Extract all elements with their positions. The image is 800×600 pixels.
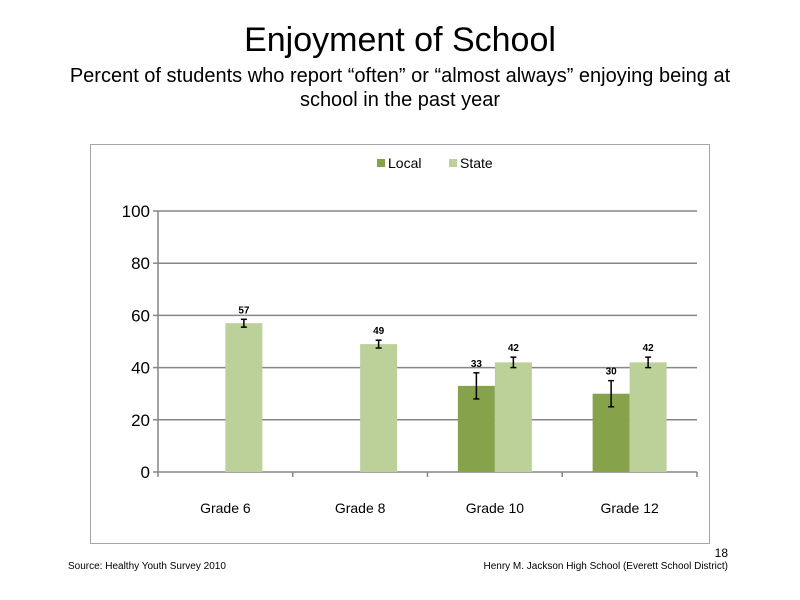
bar-local [457,385,495,472]
legend-label-state: State [460,155,493,171]
data-label: 42 [508,343,520,354]
x-tick-label: Grade 6 [200,500,251,516]
data-label: 42 [643,343,655,354]
source-note: Source: Healthy Youth Survey 2010 [68,561,226,572]
data-label: 49 [373,326,385,337]
x-tick-label: Grade 8 [335,500,386,516]
data-label: 30 [606,367,618,378]
bar-state [225,323,263,472]
x-tick-label: Grade 12 [600,500,659,516]
bar-state [360,344,398,472]
chart-title: Enjoyment of School [244,21,556,59]
y-tick-label: 40 [131,359,150,378]
chart-frame: 0 20 40 60 80 100 Grade 6 57 Grade 8 49 Grade 10 33… [90,144,710,544]
y-tick-label: 60 [131,306,150,325]
page-number: 18 [714,546,728,560]
x-tick-label: Grade 10 [466,500,525,516]
y-tick-label: 20 [131,411,150,430]
bar-chart: 0 20 40 60 80 100 Grade 6 57 Grade 8 49 Grade 10 33… [122,155,698,516]
legend-swatch-state [449,159,457,167]
school-note: Henry M. Jackson High School (Everett Sc… [483,561,728,572]
legend-label-local: Local [388,155,421,171]
data-label: 33 [471,359,483,370]
bar-state [494,362,532,472]
y-tick-label: 0 [141,463,150,482]
bar-state [629,362,667,472]
y-tick-label: 100 [122,202,150,221]
legend-swatch-local [377,159,385,167]
chart-subtitle: Percent of students who report “often” o… [69,65,731,111]
y-tick-label: 80 [131,254,150,273]
data-label: 57 [238,305,250,316]
